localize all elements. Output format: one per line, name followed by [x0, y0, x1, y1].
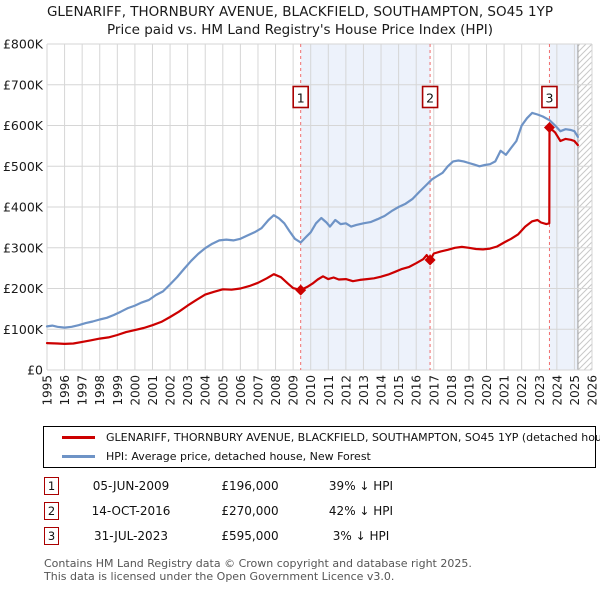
y-tick-label: £300K	[3, 240, 44, 255]
x-tick-label: 2006	[234, 375, 248, 406]
y-tick-label: £200K	[3, 281, 44, 296]
x-tick-label: 1999	[111, 375, 125, 406]
chart-title: GLENARIFF, THORNBURY AVENUE, BLACKFIELD,…	[46, 4, 554, 20]
price-chart: 1 2 3 £0 £100K £200K £300K £400K £500K £600K £700K…	[3, 37, 600, 406]
x-tick-label: 2002	[164, 375, 178, 406]
x-tick-label: 2001	[146, 375, 160, 406]
sale-vs-hpi-1: 39% ↓ HPI	[328, 479, 394, 493]
sale-marker-2	[424, 254, 436, 266]
x-tick-label: 2024	[550, 375, 564, 406]
x-tick-label: 2026	[586, 375, 600, 406]
x-tick-label: 1997	[76, 375, 90, 406]
legend-swatch-hpi	[62, 455, 95, 458]
x-tick-label: 1998	[93, 375, 107, 406]
x-tick-label: 2017	[427, 375, 441, 406]
x-tick-label: 2000	[128, 375, 142, 406]
legend-entry-price: GLENARIFF, THORNBURY AVENUE, BLACKFIELD,…	[44, 428, 600, 447]
sale-date-1: 05-JUN-2009	[92, 479, 170, 493]
chart-subtitle: Price paid vs. HM Land Registry's House …	[107, 21, 493, 38]
license-footer: Contains HM Land Registry data © Crown c…	[44, 557, 472, 583]
hpi-line	[45, 111, 580, 329]
sales-table: 1 05-JUN-2009 £196,000 39% ↓ HPI 2 14-OC…	[44, 476, 596, 551]
x-tick-label: 2012	[339, 375, 353, 406]
x-tick-label: 2004	[199, 375, 213, 406]
x-tick-label: 2010	[304, 375, 318, 406]
sale-row-1: 1 05-JUN-2009 £196,000 39% ↓ HPI	[44, 476, 596, 496]
legend-swatch-price	[62, 436, 95, 439]
sale-row-3: 3 31-JUL-2023 £595,000 3% ↓ HPI	[44, 526, 596, 546]
x-tick-label: 2014	[375, 375, 389, 406]
legend-entry-hpi: HPI: Average price, detached house, New …	[44, 447, 595, 466]
sale-vs-hpi-3: 3% ↓ HPI	[332, 529, 390, 543]
sale-vs-hpi-2: 42% ↓ HPI	[328, 504, 394, 518]
y-tick-label: £500K	[3, 159, 44, 174]
sale-marker-1	[295, 284, 307, 296]
y-tick-label: £400K	[3, 200, 44, 215]
x-tick-label: 2011	[322, 375, 336, 406]
legend-label-price: GLENARIFF, THORNBURY AVENUE, BLACKFIELD,…	[106, 431, 600, 444]
x-tick-label: 2020	[480, 375, 494, 406]
sale-marker-3	[543, 122, 555, 134]
y-tick-label: £600K	[3, 118, 44, 133]
x-tick-label: 2015	[392, 375, 406, 406]
x-tick-label: 1996	[58, 375, 72, 406]
sale-annotation-box-2	[421, 85, 439, 109]
x-tick-label: 2013	[357, 375, 371, 406]
x-tick-label: 2008	[269, 375, 283, 406]
x-tick-label: 2009	[287, 375, 301, 406]
price-paid-line	[45, 126, 580, 345]
sale-annotation-box-3	[541, 85, 558, 109]
sale-price-2: £270,000	[221, 504, 279, 518]
footer-line-2: This data is licensed under the Open Gov…	[44, 570, 395, 583]
sale-annotation-label-1: 1	[297, 91, 305, 106]
x-tick-label: 2021	[498, 375, 512, 406]
sale-annotation-box-1	[292, 85, 309, 109]
sale-annotation-label-3: 3	[545, 91, 553, 106]
x-tick-label: 2022	[515, 375, 529, 406]
y-tick-label: £100K	[3, 322, 44, 337]
chart-title-block: GLENARIFF, THORNBURY AVENUE, BLACKFIELD,…	[0, 4, 600, 39]
chart-legend: GLENARIFF, THORNBURY AVENUE, BLACKFIELD,…	[43, 426, 600, 468]
x-tick-label: 2003	[181, 375, 195, 406]
sale-date-3: 31-JUL-2023	[94, 529, 168, 543]
sale-row-2: 2 14-OCT-2016 £270,000 42% ↓ HPI	[44, 501, 596, 521]
x-tick-label: 2005	[216, 375, 230, 406]
footer-line-1: Contains HM Land Registry data © Crown c…	[44, 557, 472, 570]
x-tick-label: 2016	[410, 375, 424, 406]
x-tick-label: 2007	[251, 375, 265, 406]
sale-number-badge-2: 2	[44, 502, 59, 520]
y-tick-label: £800K	[3, 37, 44, 52]
x-tick-label: 1995	[41, 375, 55, 406]
sale-annotation-label-2: 2	[426, 91, 434, 106]
sale-price-3: £595,000	[221, 529, 279, 543]
legend-label-hpi: HPI: Average price, detached house, New …	[106, 450, 371, 463]
x-tick-label: 2023	[533, 375, 547, 406]
x-tick-label: 2018	[445, 375, 459, 406]
sale-number-badge-3: 3	[44, 527, 59, 545]
x-tick-label: 2019	[462, 375, 476, 406]
y-tick-label: £700K	[3, 77, 44, 92]
sale-date-2: 14-OCT-2016	[91, 504, 171, 518]
y-tick-label: £0	[27, 363, 43, 378]
sale-number-badge-1: 1	[44, 477, 59, 495]
x-tick-label: 2025	[568, 375, 582, 406]
sale-price-1: £196,000	[221, 479, 279, 493]
